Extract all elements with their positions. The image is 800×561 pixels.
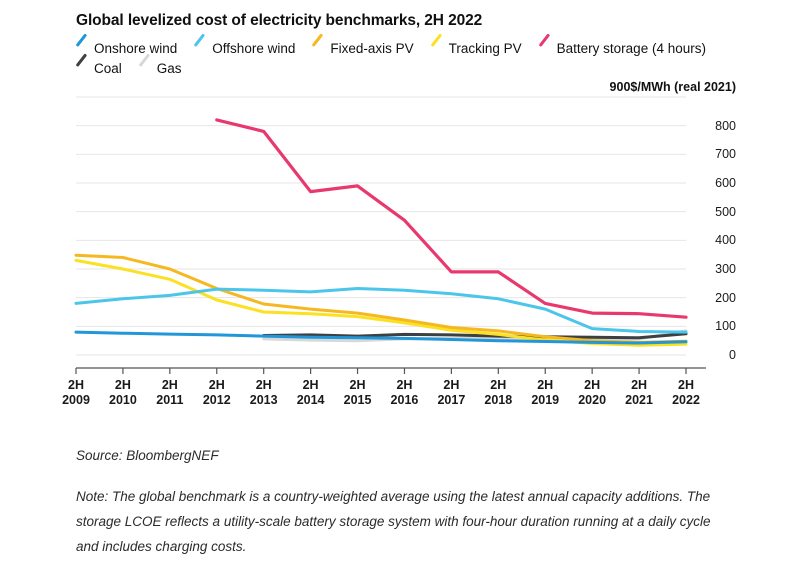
legend-row-2: Coal Gas (75, 53, 736, 79)
legend-label: Fixed-axis PV (330, 41, 414, 56)
legend-item-onshore-wind[interactable]: Onshore wind (75, 33, 178, 57)
series-line-battery-storage-4-hours (215, 118, 688, 319)
x-axis-tick-label: 2H 2013 (249, 378, 278, 407)
legend-label: Coal (94, 61, 122, 76)
legend-item-coal[interactable]: Coal (75, 53, 122, 77)
x-axis-tick-label: 2H 2019 (531, 378, 560, 407)
series-line-offshore-wind (74, 287, 688, 334)
x-axis-tick-label: 2H 2010 (109, 378, 137, 407)
legend-label: Offshore wind (212, 41, 296, 56)
legend-label: Battery storage (4 hours) (556, 41, 706, 56)
legend-label: Onshore wind (94, 41, 178, 56)
y-axis-tick-label: 400 (715, 233, 736, 248)
series-line-fixed-axis-pv (74, 253, 688, 344)
y-axis-tick-label: 500 (715, 204, 736, 219)
series-line-onshore-wind (74, 330, 688, 345)
y-axis-tick-label: 100 (715, 319, 736, 334)
x-axis-tick-label: 2H 2017 (437, 378, 466, 407)
legend-item-battery-storage[interactable]: Battery storage (4 hours) (538, 33, 706, 57)
y-axis-tick-label: 800 (715, 118, 736, 133)
x-axis-tick-label: 2H 2009 (62, 378, 90, 407)
y-axis-tick-label: 700 (715, 147, 736, 162)
legend-row-1: Onshore wind Offshore wind Fixed-axis PV… (75, 33, 736, 59)
legend-label: Tracking PV (448, 41, 522, 56)
x-axis-tick-label: 2H 2014 (296, 378, 325, 407)
y-axis-tick-label: 600 (715, 176, 736, 190)
series-line-coal (262, 332, 688, 340)
x-axis-tick-label: 2H 2021 (625, 378, 653, 407)
x-axis-tick-label: 2H 2015 (343, 378, 372, 407)
chart-legend: Onshore wind Offshore wind Fixed-axis PV… (75, 33, 736, 79)
x-axis-tick-label: 2H 2012 (202, 378, 231, 407)
x-axis-tick-label: 2H 2020 (578, 378, 607, 407)
source-note: Source: BloombergNEF (76, 448, 219, 463)
y-axis-tick-label: 200 (715, 290, 736, 305)
y-axis-tick-label: 300 (715, 262, 736, 276)
legend-label: Gas (156, 61, 182, 76)
legend-item-offshore-wind[interactable]: Offshore wind (193, 33, 296, 57)
plot-area: 900$/MWh (real 2021) 0 100 200 300 400 500 600… (62, 80, 736, 407)
y-axis-unit-label: 900$/MWh (real 2021) (609, 80, 736, 94)
x-axis-tick-label: 2H 2011 (156, 378, 184, 407)
chart-svg (74, 96, 706, 374)
footnote: Note: The global benchmark is a country-… (76, 489, 711, 554)
legend-item-fixed-axis-pv[interactable]: Fixed-axis PV (311, 33, 414, 57)
page-title: Global levelized cost of electricity ben… (76, 12, 483, 29)
x-axis-tick-label: 2H 2022 (672, 378, 700, 407)
legend-item-gas[interactable]: Gas (138, 53, 182, 77)
legend-item-tracking-pv[interactable]: Tracking PV (430, 33, 522, 57)
x-axis-tick-label: 2H 2016 (390, 378, 419, 407)
x-axis-tick-label: 2H 2018 (484, 378, 513, 407)
y-axis-tick-label: 0 (729, 348, 736, 362)
